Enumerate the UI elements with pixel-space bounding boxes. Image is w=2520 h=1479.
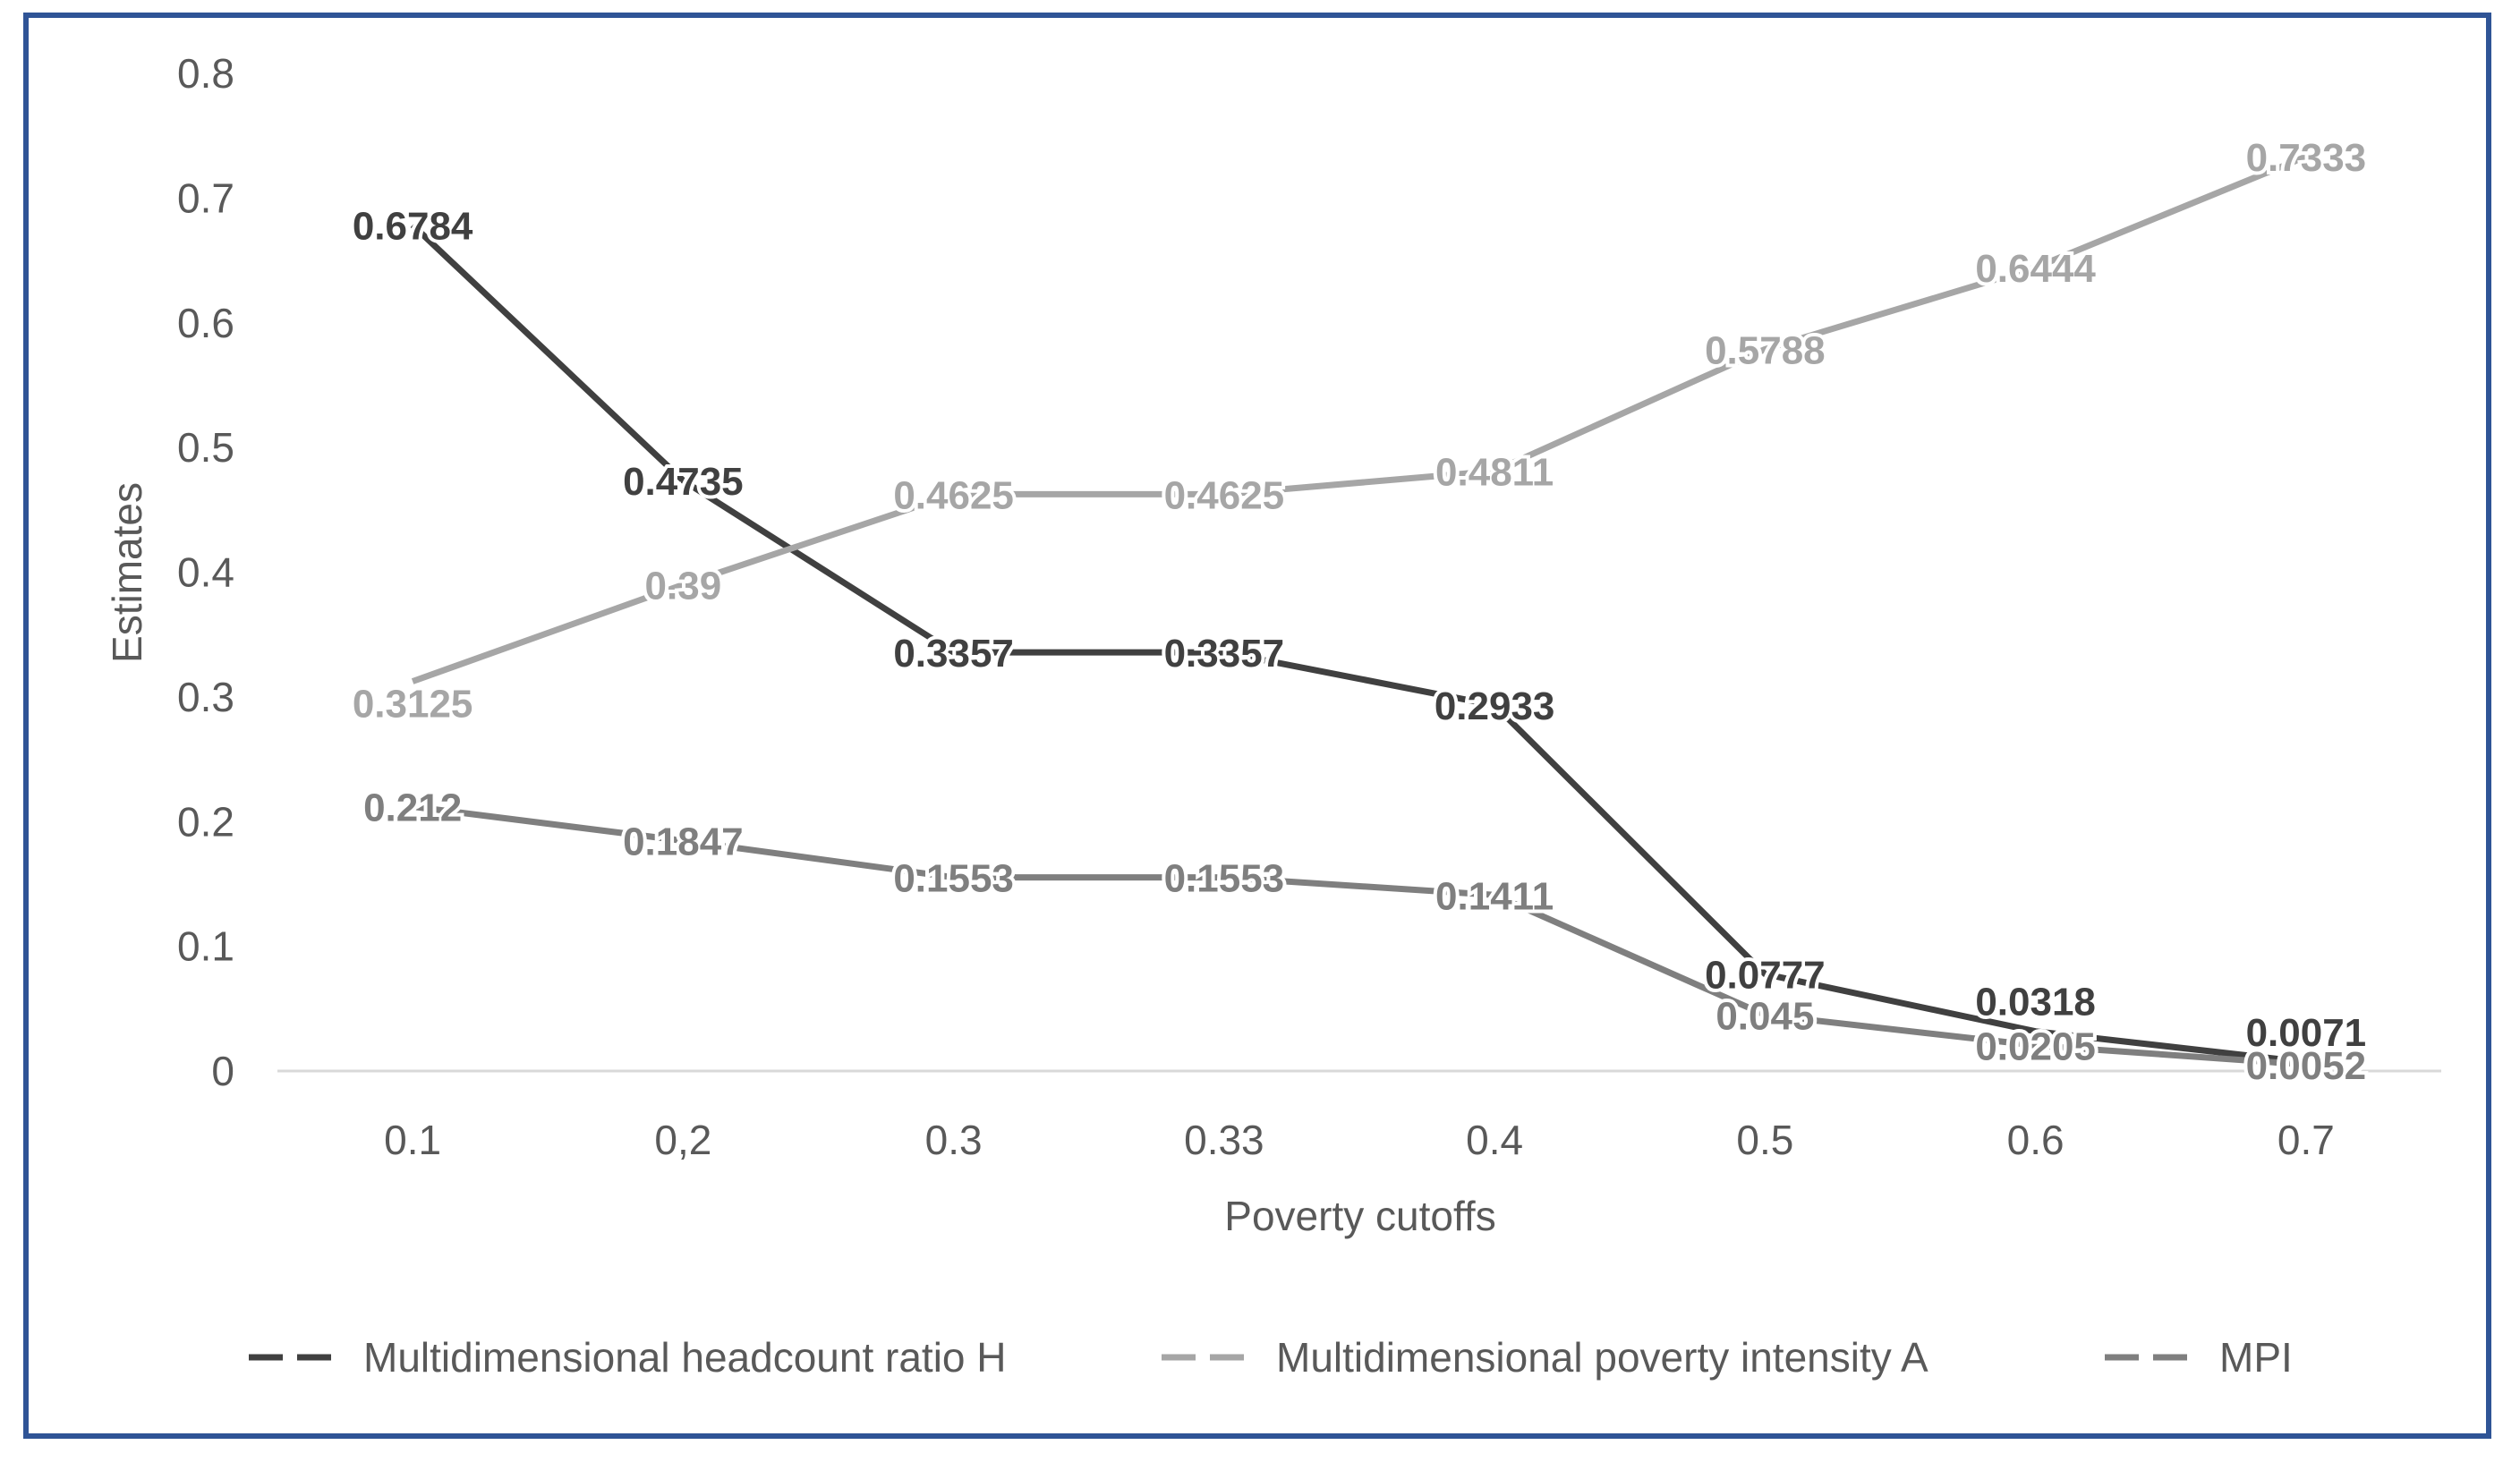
y-tick-label: 0 [211,1048,234,1094]
y-tick-label: 0.2 [177,798,234,845]
data-label-2-5: 0.045 [1715,994,1814,1038]
data-label-0-2: 0.3357 [893,632,1014,676]
data-label-2-3: 0.1553 [1164,857,1285,901]
y-tick-label: 0.4 [177,549,234,596]
legend-label-2: MPI [2219,1334,2293,1381]
data-label-2-7: 0.0052 [2246,1044,2367,1088]
data-label-1-0: 0.3125 [353,682,473,726]
data-label-2-4: 0.1411 [1435,874,1554,918]
data-label-1-7: 0.7333 [2246,136,2367,180]
data-label-1-6: 0.6444 [1975,247,2096,291]
data-label-0-7: 0.0071 [2246,1011,2367,1055]
legend-label-1: Multidimensional poverty intensity A [1276,1334,1928,1381]
series-line-2 [412,803,2307,1068]
series-line-1 [411,153,2308,684]
data-label-0-4: 0.2933 [1435,684,1555,728]
data-label-0-5: 0.0777 [1705,954,1826,998]
data-label-0-3: 0.3357 [1164,632,1285,676]
data-label-2-0: 0.212 [363,786,462,830]
x-tick-label: 0.6 [2007,1117,2065,1163]
x-tick-label: 0.1 [384,1117,441,1163]
x-axis-title: Poverty cutoffs [1224,1193,1495,1239]
y-tick-label: 0.5 [177,424,234,471]
y-tick-label: 0.8 [177,50,234,97]
data-label-1-3: 0.4625 [1164,473,1285,517]
series-line-0 [410,222,2307,1066]
data-label-0-6: 0.0318 [1975,981,2096,1024]
y-tick-label: 0.3 [177,674,234,720]
data-label-2-2: 0.1553 [893,857,1014,901]
y-axis-title: Estimates [104,482,150,663]
x-tick-label: 0.5 [1736,1117,1793,1163]
y-tick-label: 0.6 [177,300,234,346]
data-label-2-6: 0.0205 [1975,1024,2096,1068]
y-tick-label: 0.1 [177,923,234,970]
data-label-0-1: 0.4735 [623,460,744,504]
data-label-1-4: 0.4811 [1435,450,1554,494]
x-tick-label: 0.4 [1466,1117,1523,1163]
legend-label-0: Multidimensional headcount ratio H [363,1334,1007,1381]
x-tick-label: 0.33 [1184,1117,1264,1163]
y-tick-label: 0.7 [177,174,234,221]
legend: Multidimensional headcount ratio H Multid… [249,1334,2293,1381]
data-label-0-0: 0.6784 [353,204,473,248]
data-label-1-2: 0.4625 [893,473,1014,517]
x-tick-label: 0.3 [925,1117,983,1163]
data-label-2-1: 0.1847 [623,820,744,864]
data-label-1-5: 0.5788 [1705,328,1826,372]
data-label-1-1: 0.39 [645,564,722,608]
x-tick-label: 0,2 [654,1117,711,1163]
x-tick-label: 0.7 [2277,1117,2335,1163]
